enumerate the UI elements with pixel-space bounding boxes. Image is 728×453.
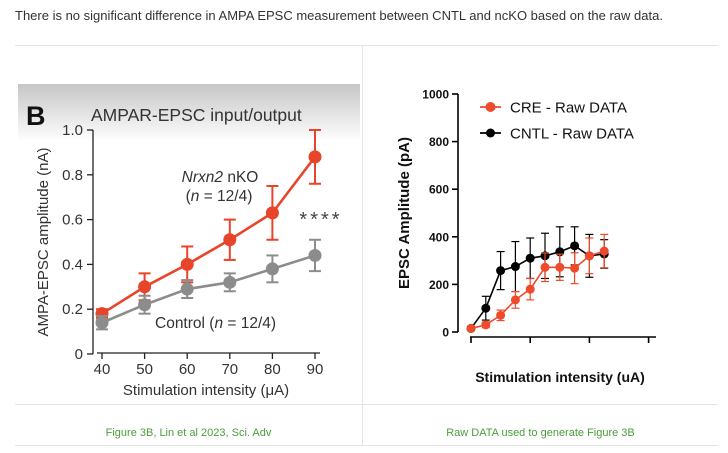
control-n-symbol: n	[214, 315, 223, 332]
y-tick-label: 0	[442, 326, 449, 340]
y-tick-label: 800	[429, 135, 449, 149]
data-point	[95, 307, 109, 321]
data-point	[180, 282, 194, 296]
control-annotation: Control (n = 12/4)	[155, 315, 276, 332]
legend-marker-cre	[485, 102, 496, 112]
data-point	[570, 241, 580, 251]
data-point	[180, 257, 194, 271]
data-point	[223, 275, 237, 289]
legend-label-cre: CRE - Raw DATA	[510, 100, 627, 117]
data-point	[481, 303, 491, 313]
data-point	[138, 298, 152, 312]
chart-title: AMPAR-EPSC input/output	[91, 105, 302, 125]
series-control	[95, 238, 322, 331]
y-axis-label: AMPA-EPSC amplitude (nA)	[35, 148, 52, 337]
y-tick-label: 0.4	[62, 256, 83, 273]
data-point	[308, 248, 322, 262]
nko-gene-name: Nrxn2	[182, 169, 224, 186]
legend: CRE - Raw DATA CNTL - Raw DATA	[480, 100, 634, 143]
x-tick-label: 90	[307, 361, 324, 378]
y-tick-label: 400	[429, 230, 449, 244]
data-point	[138, 280, 152, 294]
data-point	[525, 253, 535, 263]
y-tick-label: 0.2	[62, 301, 83, 318]
data-point	[496, 310, 506, 320]
x-axis-label: Stimulation intensity (uA)	[475, 369, 645, 385]
y-tick-label: 1000	[422, 88, 449, 102]
series-cntl-raw-data	[466, 226, 609, 333]
nko-annotation: Nrxn2 nKO	[182, 169, 259, 186]
data-point	[496, 266, 506, 276]
y-tick-label: 0.8	[62, 167, 83, 184]
data-point	[510, 295, 520, 305]
data-point	[555, 262, 565, 272]
table-top-border	[15, 45, 718, 46]
series-line	[101, 156, 317, 315]
legend-label-cntl: CNTL - Raw DATA	[510, 126, 634, 143]
nko-genotype: nKO	[223, 169, 258, 186]
legend-item-cre: CRE - Raw DATA	[480, 100, 627, 117]
x-tick-label: 60	[179, 361, 196, 378]
x-tick-label: 50	[136, 361, 153, 378]
y-tick-label: 0.6	[62, 212, 83, 229]
legend-marker-cntl	[486, 128, 495, 138]
raw-data-chart: EPSC Amplitude (pA) Stimulation intensit…	[396, 88, 656, 385]
caption-row-bottom-border	[15, 445, 718, 446]
data-point	[308, 150, 322, 164]
nko-sample-size: (n = 12/4)	[186, 188, 253, 205]
panel-header-background	[18, 84, 360, 142]
column-divider	[362, 45, 363, 445]
data-point	[265, 262, 279, 276]
y-tick-label: 600	[429, 183, 449, 197]
data-point	[540, 262, 550, 272]
data-point	[599, 246, 609, 256]
x-tick-label: 80	[264, 361, 281, 378]
significance-marker: ****	[299, 209, 342, 231]
nko-n-value: = 12/4)	[199, 188, 252, 205]
control-n-value: = 12/4)	[223, 315, 276, 332]
data-point	[481, 320, 491, 330]
y-axis-label: EPSC Amplitude (pA)	[396, 137, 413, 289]
series-line	[470, 245, 605, 329]
data-point	[466, 323, 476, 333]
data-point	[95, 316, 109, 330]
data-point	[525, 284, 535, 294]
caption-row-top-border	[15, 404, 718, 405]
data-point	[584, 251, 594, 261]
nko-n-open: (	[186, 188, 192, 205]
series-line	[101, 254, 316, 324]
plot-area: 0 200 400 600 800 1000	[422, 88, 656, 343]
control-n-open: (	[205, 315, 215, 332]
series-cre-raw-data	[466, 233, 609, 333]
y-tick-label: 0	[75, 346, 83, 363]
plot-area: 0 0.2 0.4 0.6 0.8 1.0 40 50 60 70 80 90	[62, 122, 323, 378]
figure-3b-chart: B AMPAR-EPSC input/output AMPA-EPSC ampl…	[18, 84, 360, 399]
data-point	[265, 206, 279, 220]
caption-figure-3b: Figure 3B, Lin et al 2023, Sci. Adv	[105, 427, 272, 439]
legend-item-cntl: CNTL - Raw DATA	[480, 126, 634, 143]
data-point	[223, 233, 237, 247]
control-name: Control	[155, 315, 205, 332]
y-tick-label: 200	[429, 278, 449, 292]
series-nrxn2-nko	[95, 129, 322, 321]
x-tick-label: 40	[94, 361, 111, 378]
data-point	[510, 262, 520, 272]
intro-text: There is no significant difference in AM…	[15, 8, 663, 23]
panel-label: B	[26, 101, 46, 131]
data-point	[570, 263, 580, 273]
x-tick-label: 70	[221, 361, 238, 378]
nko-n-symbol: n	[191, 188, 200, 205]
y-tick-label: 1.0	[62, 122, 83, 139]
x-axis-label: Stimulation intensity (μA)	[123, 382, 289, 399]
caption-raw-data: Raw DATA used to generate Figure 3B	[446, 427, 635, 439]
series-line	[470, 250, 605, 330]
